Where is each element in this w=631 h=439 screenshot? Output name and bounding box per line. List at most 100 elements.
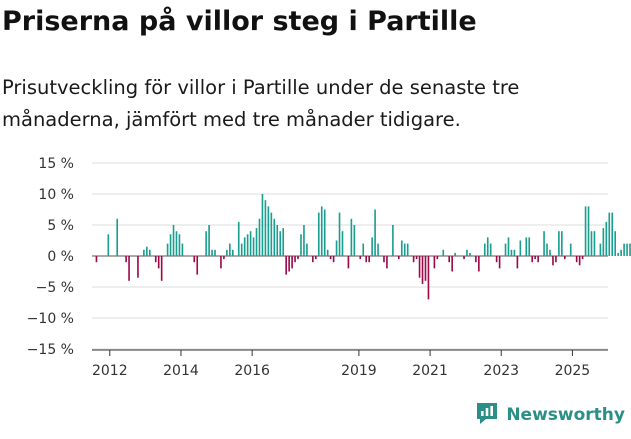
bar xyxy=(226,249,228,256)
bar xyxy=(569,243,572,256)
bar xyxy=(406,243,409,256)
brand-logo: Newsworthy xyxy=(474,400,625,430)
bar xyxy=(486,237,489,256)
bar xyxy=(365,256,368,263)
bar xyxy=(347,256,350,269)
bar xyxy=(575,256,578,263)
bar xyxy=(504,243,507,256)
bar xyxy=(329,256,332,260)
bar xyxy=(418,256,421,278)
bar xyxy=(510,249,513,256)
bar xyxy=(513,249,516,256)
bar xyxy=(412,256,415,263)
bar xyxy=(403,243,406,256)
bar xyxy=(561,231,563,256)
bar xyxy=(599,243,602,256)
bar xyxy=(297,256,299,260)
bar xyxy=(317,212,320,256)
bar xyxy=(558,231,560,256)
bar xyxy=(220,256,222,269)
bar xyxy=(353,225,356,256)
bar xyxy=(629,243,631,256)
x-tick-label: 2019 xyxy=(341,363,377,379)
bar xyxy=(620,249,622,256)
bar xyxy=(193,256,196,263)
x-tick-label: 2012 xyxy=(92,363,128,379)
bar xyxy=(303,225,305,256)
bar xyxy=(593,231,596,256)
bar xyxy=(427,256,430,300)
bar xyxy=(166,243,169,256)
bar xyxy=(525,237,528,256)
x-axis: 2012 2014 2016 2019 2021 2023 2025 xyxy=(92,349,608,379)
bar xyxy=(211,249,213,256)
bar xyxy=(332,256,335,263)
bar xyxy=(240,243,243,256)
bar xyxy=(137,256,139,278)
bar xyxy=(231,249,234,256)
bar xyxy=(175,231,178,256)
bar xyxy=(421,256,424,284)
bar xyxy=(279,231,282,256)
y-tick-label: −15 % xyxy=(27,342,74,358)
bar xyxy=(306,243,308,256)
bar xyxy=(543,231,545,256)
bar xyxy=(478,256,480,272)
bar xyxy=(581,256,584,260)
bar xyxy=(400,240,403,256)
bar xyxy=(552,256,554,266)
bar xyxy=(128,256,130,281)
bar xyxy=(338,212,341,256)
bar xyxy=(208,225,210,256)
bar xyxy=(320,206,323,256)
bar xyxy=(463,256,465,260)
bar xyxy=(534,256,536,260)
bar xyxy=(578,256,581,266)
bar xyxy=(608,212,611,256)
bar xyxy=(424,256,427,281)
bar xyxy=(125,256,127,263)
bar xyxy=(181,243,184,256)
bar xyxy=(397,256,400,260)
bar xyxy=(237,221,240,256)
bar xyxy=(415,256,418,260)
bar xyxy=(172,225,175,256)
bar xyxy=(495,256,498,263)
bar xyxy=(107,234,110,256)
y-tick-label: −10 % xyxy=(27,311,74,327)
newsworthy-logo-icon xyxy=(474,400,500,430)
bar xyxy=(563,256,566,260)
bar xyxy=(314,256,317,260)
bar xyxy=(282,228,285,256)
bar xyxy=(587,206,590,256)
bar xyxy=(466,249,468,256)
bar xyxy=(255,228,258,256)
bar xyxy=(475,256,477,263)
y-tick-label: 10 % xyxy=(38,187,74,203)
bar xyxy=(261,194,264,256)
bar xyxy=(626,243,628,256)
x-tick-label: 2025 xyxy=(555,363,591,379)
bar xyxy=(178,234,181,256)
bar xyxy=(229,243,231,256)
bar xyxy=(335,240,338,256)
bar xyxy=(442,249,445,256)
bar xyxy=(602,228,605,256)
bar xyxy=(243,237,246,256)
bar xyxy=(489,243,492,256)
bar xyxy=(116,218,119,256)
y-tick-label: 0 % xyxy=(47,249,74,265)
brand-name: Newsworthy xyxy=(506,405,625,425)
bar xyxy=(300,234,302,256)
bar xyxy=(341,231,344,256)
bar xyxy=(288,256,290,272)
bar xyxy=(95,256,98,263)
bar xyxy=(264,200,267,256)
bar xyxy=(359,256,362,260)
bar xyxy=(469,252,471,256)
bar xyxy=(196,256,199,275)
bar xyxy=(362,243,365,256)
bar xyxy=(451,256,453,272)
bar xyxy=(584,206,587,256)
bar xyxy=(294,256,296,263)
